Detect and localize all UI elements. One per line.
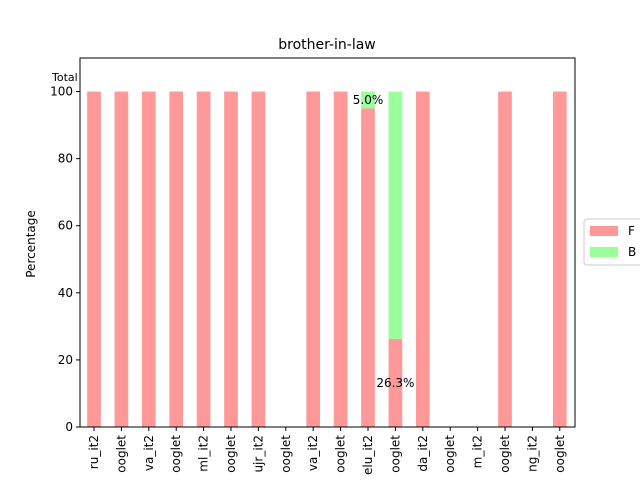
y-tick-label-20: 20 [58,353,73,367]
x-tick-label-3: ooglet [169,435,183,473]
bar-F-4 [196,91,211,428]
x-tick-label-11: ooglet [388,435,402,473]
bar-B-11 [388,91,403,339]
bar-F-15 [498,91,512,428]
x-tick-label-1: ooglet [114,435,128,473]
y-axis-label: Percentage [24,210,38,278]
bar-F-17 [552,91,567,428]
bar-F-3 [169,91,184,428]
x-tick-label-10: elu_it2 [361,435,375,475]
y-axis: 0 20 40 60 80 100 [50,85,80,434]
y-tick-label-0: 0 [65,420,73,434]
bar-F-2 [141,91,156,428]
y-tick-label-100: 100 [50,85,73,99]
x-tick-label-15: ooglet [498,435,512,473]
legend: FB [583,218,640,266]
x-tick-label-14: m_it2 [471,435,485,468]
legend-label-B: B [628,245,636,259]
bar-F-6 [251,91,266,428]
bar-F-12 [415,91,430,428]
bar-F-0 [87,91,101,428]
x-tick-label-4: ml_it2 [197,435,211,472]
bar-F-1 [114,91,129,428]
bar-F-9 [333,91,348,428]
y-tick-label-40: 40 [58,286,73,300]
annotations-layer: 5.0% 26.3% [353,93,415,390]
x-tick-label-16: ng_it2 [525,435,539,472]
bar-F-11 [388,338,403,427]
x-tick-label-9: ooglet [334,435,348,473]
legend-label-F: F [628,224,635,238]
x-axis: ru_it2 ooglet va_it2 ooglet ml_it2 ooglet ujr_… [87,427,567,475]
x-tick-label-8: va_it2 [306,435,320,471]
bar-F-10 [361,108,375,427]
plot-frame [79,57,576,428]
legend-swatch-F [590,226,618,236]
x-tick-label-0: ru_it2 [87,435,101,469]
x-tick-label-17: ooglet [553,435,567,473]
annotation-label-1: 26.3% [376,376,414,390]
x-tick-label-7: ooglet [279,435,293,473]
chart-title: brother-in-law [278,37,376,53]
x-tick-label-5: ooglet [224,435,238,473]
x-tick-label-6: ujr_it2 [251,435,265,473]
corner-label: Total [51,71,78,84]
bar-F-5 [224,91,238,428]
y-tick-label-80: 80 [58,152,73,166]
bar-B-10 [361,91,375,109]
x-tick-label-12: da_it2 [416,435,430,472]
bars-layer [87,91,567,428]
bar-F-8 [306,91,321,428]
annotation-label-0: 5.0% [353,93,384,107]
y-tick-label-60: 60 [58,219,73,233]
x-tick-label-13: ooglet [443,435,457,473]
x-tick-label-2: va_it2 [142,435,156,471]
legend-swatch-B [590,247,618,257]
